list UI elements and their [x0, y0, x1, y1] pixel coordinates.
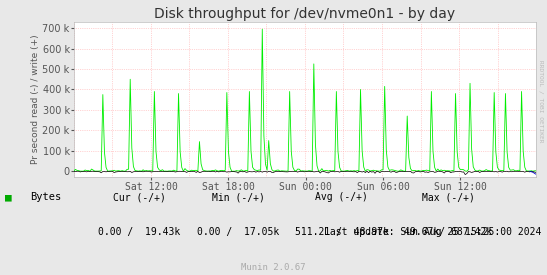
Text: 0.00 /  17.05k: 0.00 / 17.05k [197, 227, 279, 237]
Text: RRDTOOL / TOBI OETIKER: RRDTOOL / TOBI OETIKER [538, 60, 543, 143]
Text: Last update: Sun Aug 25 15:25:00 2024: Last update: Sun Aug 25 15:25:00 2024 [324, 227, 542, 237]
Text: Min (-/+): Min (-/+) [212, 192, 264, 202]
Y-axis label: Pr second read (-) / write (+): Pr second read (-) / write (+) [31, 35, 39, 164]
Text: ■: ■ [5, 192, 12, 202]
Title: Disk throughput for /dev/nvme0n1 - by day: Disk throughput for /dev/nvme0n1 - by da… [154, 7, 456, 21]
Text: Cur (-/+): Cur (-/+) [113, 192, 166, 202]
Text: Bytes: Bytes [30, 192, 61, 202]
Text: 0.00 /  19.43k: 0.00 / 19.43k [98, 227, 181, 237]
Text: 511.21 /  48.97k: 511.21 / 48.97k [295, 227, 389, 237]
Text: Max (-/+): Max (-/+) [422, 192, 475, 202]
Text: Avg (-/+): Avg (-/+) [316, 192, 368, 202]
Text: Munin 2.0.67: Munin 2.0.67 [241, 263, 306, 272]
Text: 49.67k/ 687.42k: 49.67k/ 687.42k [404, 227, 493, 237]
